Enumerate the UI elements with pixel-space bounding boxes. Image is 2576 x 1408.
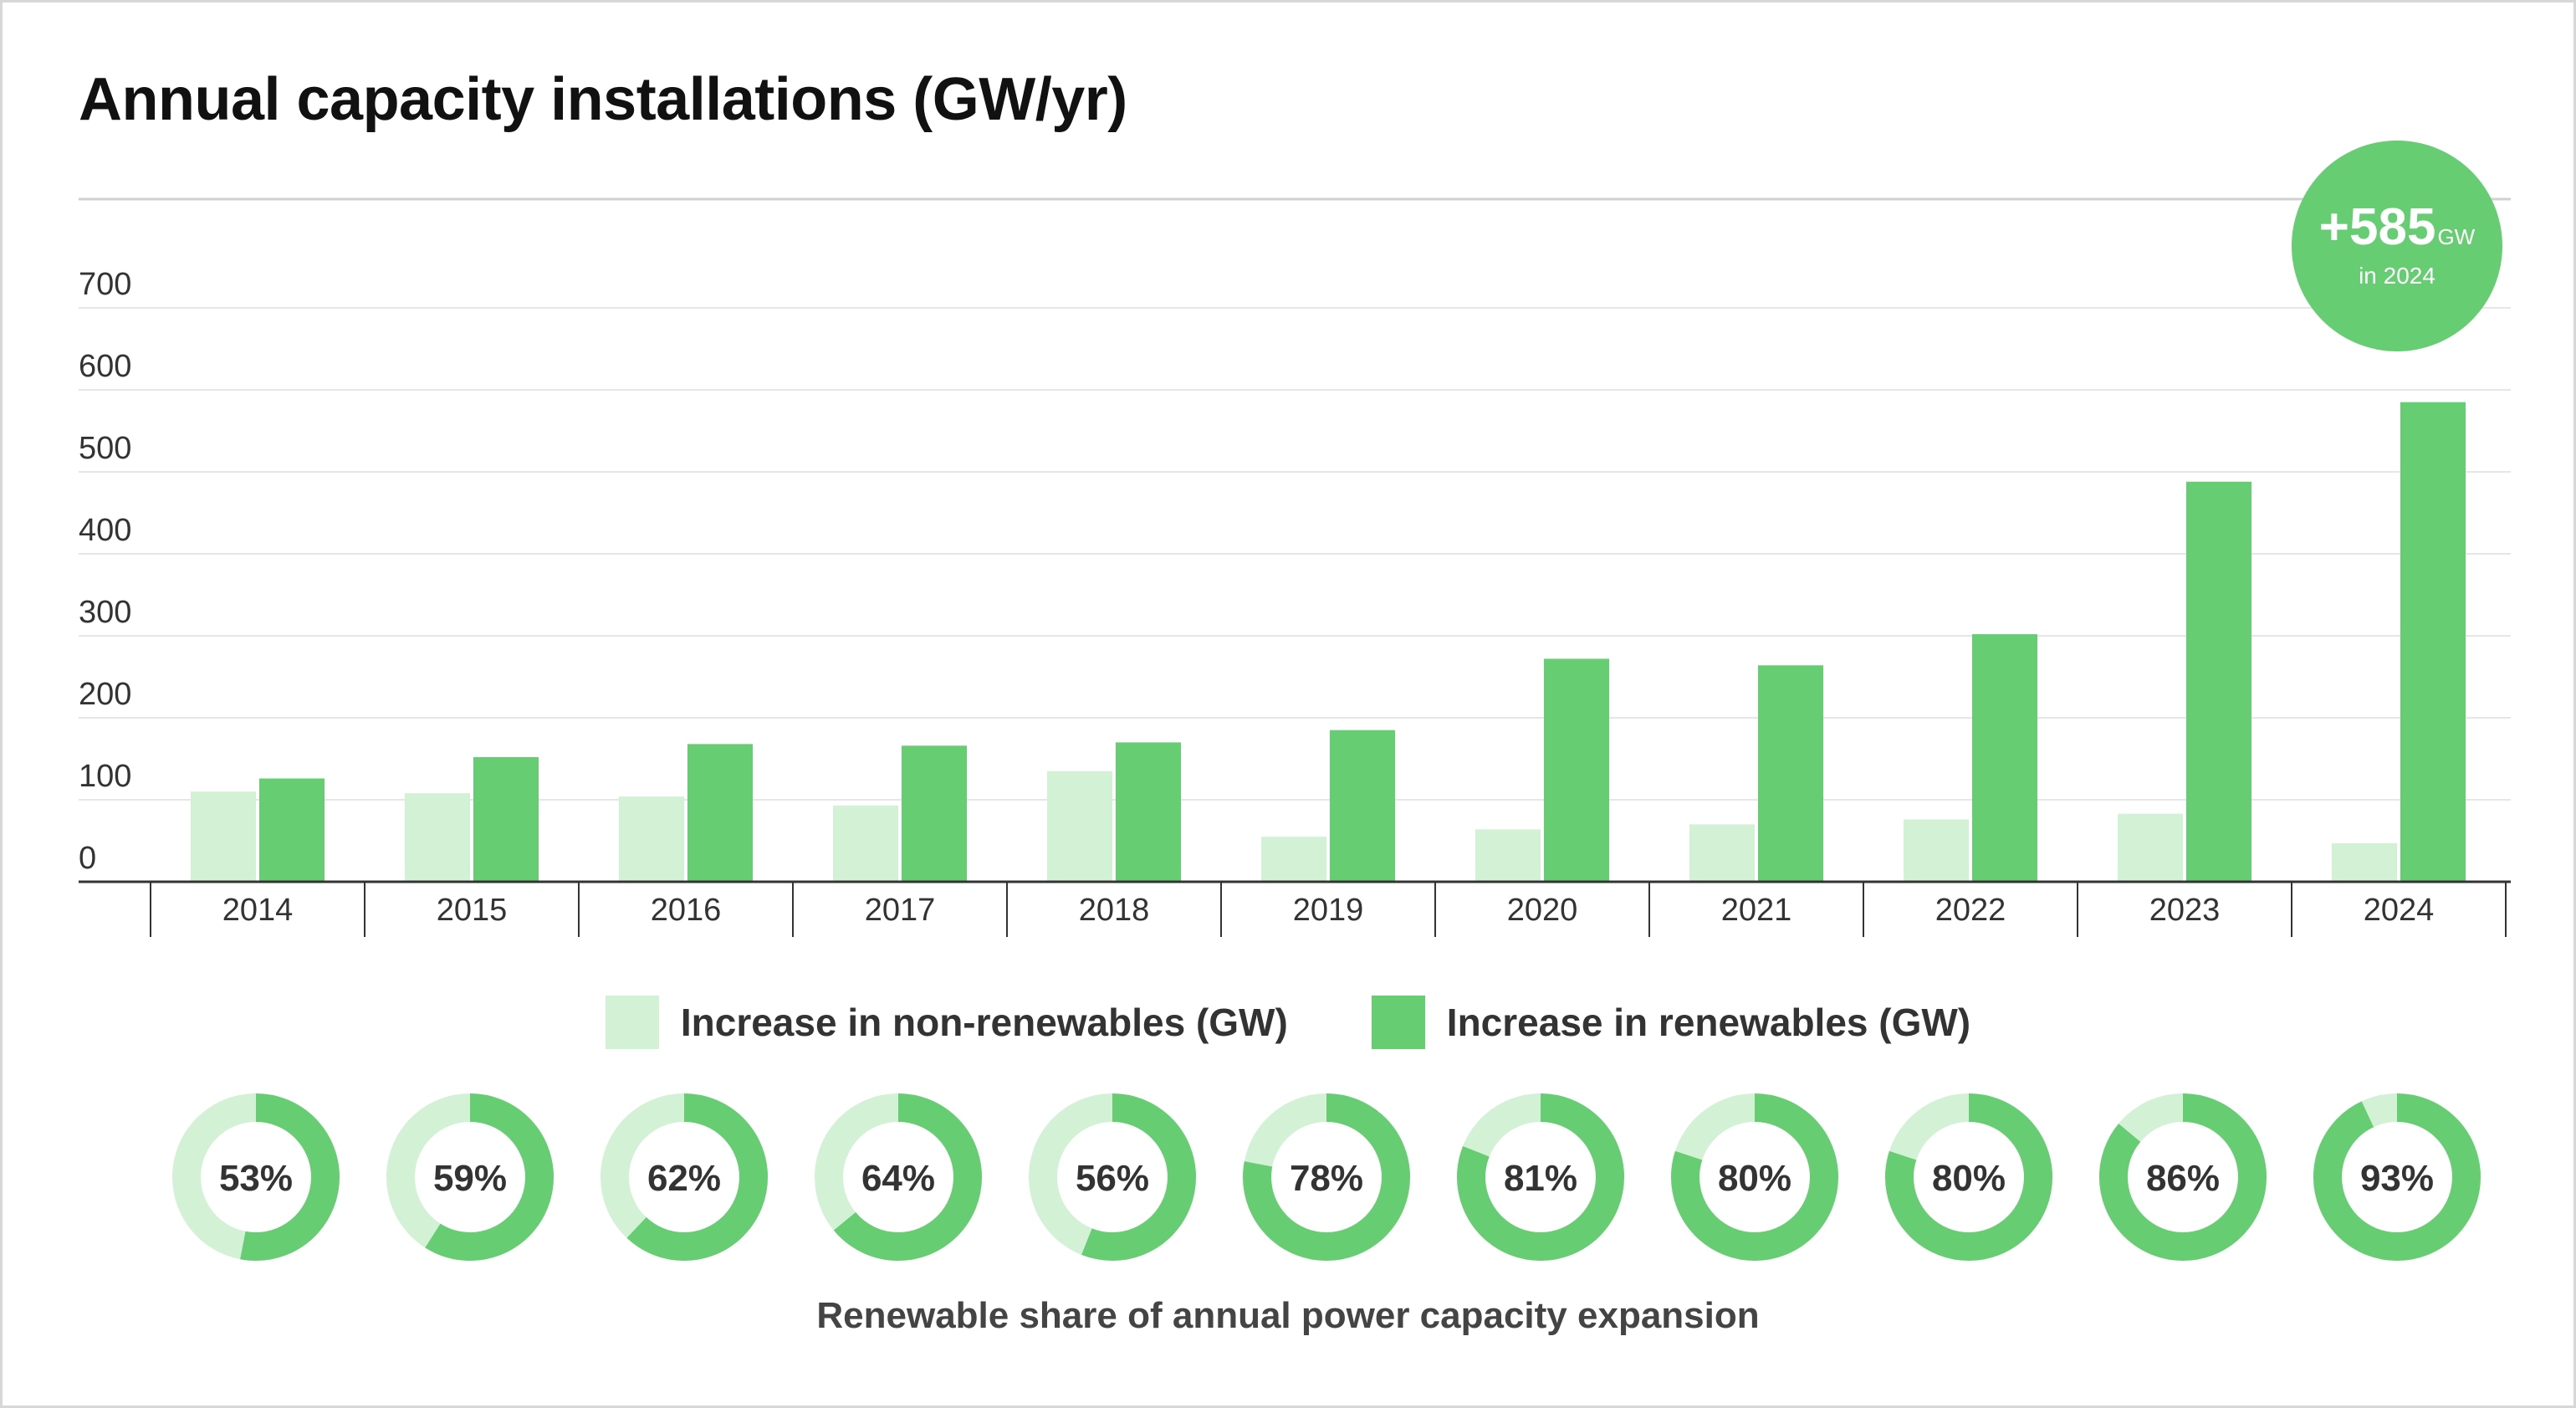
bar-non-renewables [1904,819,1969,882]
bar-non-renewables [1047,771,1112,882]
bar-renewables [1972,634,2037,882]
donut-label: 93% [2360,1158,2434,1199]
bar-renewables [2400,402,2466,882]
bar-renewables [687,744,753,882]
badge-main: +585GW [2292,197,2502,257]
x-tick-label: 2019 [1293,893,1364,928]
badge-value: +585 [2318,198,2436,256]
y-tick-label: 500 [79,431,131,466]
total-badge: +585GW in 2024 [2292,141,2502,351]
badge-subtitle: in 2024 [2359,263,2435,289]
legend-swatch-non-renewables [605,996,659,1049]
donut-arc [172,1093,340,1261]
donut-label: 53% [219,1158,293,1199]
x-tick-label: 2023 [2149,893,2221,928]
donut-arc [1457,1093,1624,1261]
x-tick-label: 2024 [2364,893,2435,928]
bar-renewables [1544,658,1609,882]
x-tick-label: 2022 [1935,893,2006,928]
y-tick-label: 200 [79,677,131,712]
bar-renewables [473,757,539,882]
donut-label: 86% [2146,1158,2220,1199]
badge-unit: GW [2437,224,2476,249]
x-tick-label: 2017 [865,893,936,928]
y-tick-label: 700 [79,267,131,302]
bar-renewables [259,778,325,882]
x-tick-label: 2018 [1079,893,1150,928]
bar-non-renewables [2332,842,2397,882]
donut-label: 80% [1718,1158,1791,1199]
y-tick-label: 300 [79,595,131,630]
donut-label: 78% [1290,1158,1363,1199]
bar-non-renewables [619,796,684,882]
y-tick-label: 600 [79,349,131,384]
donut-arc [1029,1093,1196,1261]
donut-label: 62% [647,1158,721,1199]
donut-label: 80% [1932,1158,2006,1199]
bar-renewables [1116,742,1181,882]
bar-non-renewables [833,805,898,882]
legend-label-renewables: Increase in renewables (GW) [1446,1001,1971,1044]
donut-caption: Renewable share of annual power capacity… [816,1295,1760,1336]
bar-non-renewables [1689,824,1755,882]
legend-item-renewables: Increase in renewables (GW) [1371,996,1971,1049]
donut-label: 59% [433,1158,507,1199]
bar-non-renewables [1261,837,1326,882]
x-tick-label: 2015 [437,893,508,928]
bar-non-renewables [191,791,256,882]
bar-renewables [1758,665,1823,882]
y-tick-label: 400 [79,513,131,548]
chart-title: Annual capacity installations (GW/yr) [79,66,1127,133]
donut-arc [601,1093,768,1261]
bar-non-renewables [2118,813,2183,882]
y-tick-label: 100 [79,759,131,794]
bar-renewables [2186,481,2251,882]
legend-swatch-renewables [1371,996,1425,1049]
donut-arc [2313,1093,2481,1261]
legend-label-non-renewables: Increase in non-renewables (GW) [680,1001,1288,1044]
donut-arc [815,1093,982,1261]
donut-arc [386,1093,554,1261]
bar-non-renewables [405,793,470,882]
bar-renewables [902,745,967,882]
x-tick-label: 2021 [1721,893,1792,928]
donut-label: 56% [1076,1158,1149,1199]
donut-arc [2099,1093,2267,1261]
legend: Increase in non-renewables (GW) Increase… [0,996,2576,1049]
donut-label: 81% [1504,1158,1577,1199]
donut-arc [1243,1093,1410,1261]
donut-arc [1885,1093,2052,1261]
x-tick-label: 2020 [1507,893,1578,928]
bar-renewables [1330,730,1395,882]
x-tick-label: 2016 [651,893,722,928]
y-tick-label: 0 [79,841,96,876]
donut-label: 64% [861,1158,935,1199]
donut-arc [1671,1093,1838,1261]
legend-item-non-renewables: Increase in non-renewables (GW) [605,996,1288,1049]
bar-non-renewables [1475,829,1541,882]
x-tick-label: 2014 [222,893,294,928]
